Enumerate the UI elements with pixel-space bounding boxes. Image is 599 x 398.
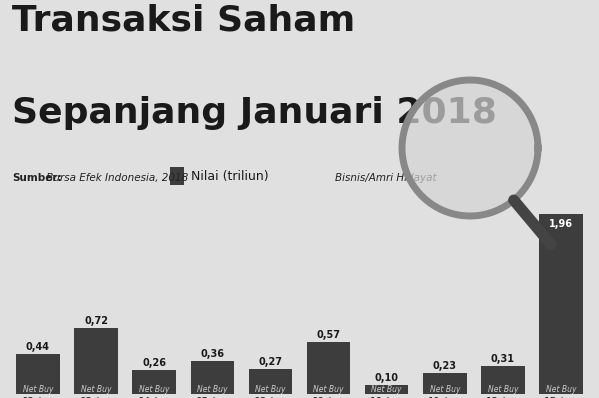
Bar (539, 214, 583, 394)
Bar (423, 373, 467, 394)
Text: 0,26: 0,26 (142, 358, 166, 368)
Text: 0,44: 0,44 (26, 342, 50, 352)
Text: Net Buy: Net Buy (371, 384, 402, 394)
Text: Net Buy: Net Buy (546, 384, 576, 394)
Text: 0,27: 0,27 (258, 357, 283, 367)
Bar (170, 167, 184, 185)
Text: Net Buy: Net Buy (313, 384, 344, 394)
Bar (190, 361, 234, 394)
Text: Nilai (triliun): Nilai (triliun) (191, 170, 269, 183)
Text: 0,10: 0,10 (375, 373, 399, 383)
Text: Sumber:: Sumber: (12, 173, 62, 183)
Text: Bursa Efek Indonesia, 2018: Bursa Efek Indonesia, 2018 (43, 173, 188, 183)
Text: 1,96: 1,96 (549, 219, 573, 229)
Bar (16, 353, 60, 394)
Text: Net Buy: Net Buy (81, 384, 111, 394)
Text: Net Buy: Net Buy (139, 384, 170, 394)
Bar (481, 365, 525, 394)
Text: Net Buy: Net Buy (23, 384, 53, 394)
Text: 0,23: 0,23 (433, 361, 457, 371)
Text: 0,72: 0,72 (84, 316, 108, 326)
Text: Sepanjang Januari 2018: Sepanjang Januari 2018 (12, 96, 497, 129)
Bar (365, 385, 409, 394)
Polygon shape (402, 80, 538, 216)
Text: Net Buy: Net Buy (197, 384, 228, 394)
Bar (132, 370, 176, 394)
Text: Net Buy: Net Buy (429, 384, 460, 394)
Text: Transaksi Saham: Transaksi Saham (12, 4, 355, 38)
Bar (249, 369, 292, 394)
Bar (307, 341, 350, 394)
Text: Net Buy: Net Buy (255, 384, 286, 394)
Text: 0,36: 0,36 (200, 349, 224, 359)
Text: 0,31: 0,31 (491, 354, 515, 364)
Bar (74, 328, 118, 394)
Text: Net Buy: Net Buy (488, 384, 518, 394)
Text: Bisnis/Amri Hidayat: Bisnis/Amri Hidayat (335, 173, 437, 183)
Text: 0,57: 0,57 (316, 330, 341, 340)
